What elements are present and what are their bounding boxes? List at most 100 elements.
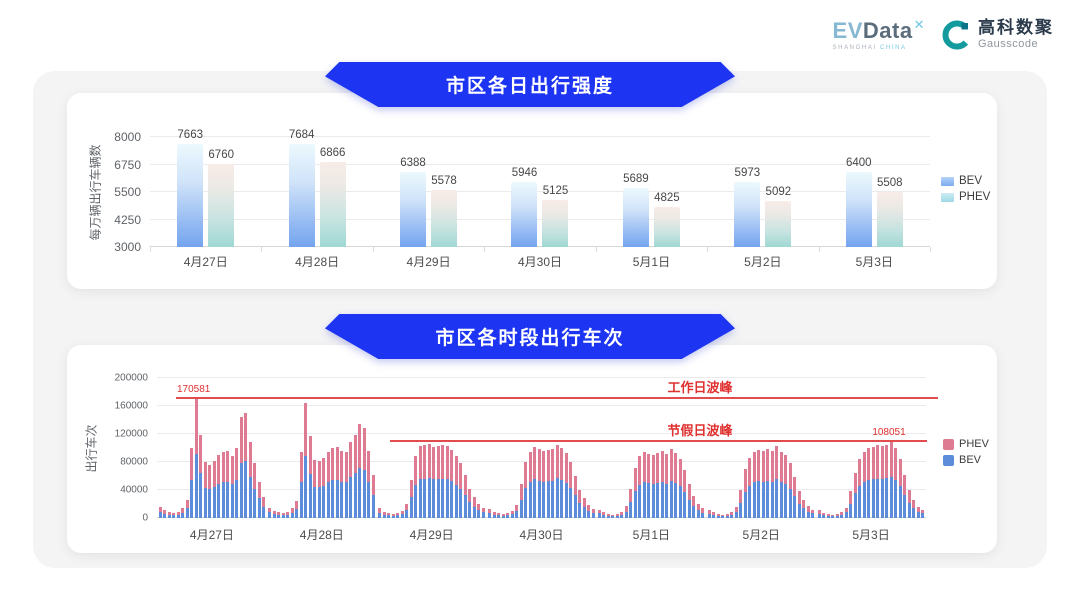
hourly-bar bbox=[226, 450, 229, 518]
phev-segment bbox=[642, 452, 646, 483]
gridline bbox=[157, 405, 926, 406]
bev-segment bbox=[555, 478, 559, 518]
bev-segment bbox=[454, 484, 458, 518]
hourly-bar bbox=[533, 446, 537, 518]
bev-segment bbox=[831, 516, 835, 518]
phev-segment bbox=[528, 451, 532, 483]
bev-segment bbox=[692, 505, 696, 518]
bev-segment bbox=[721, 516, 725, 518]
hourly-bar bbox=[779, 451, 783, 519]
bev-segment bbox=[382, 514, 386, 518]
x-axis-tick bbox=[595, 247, 597, 252]
gausscode-en-name: Gausscode bbox=[978, 37, 1039, 50]
bev-segment bbox=[826, 515, 830, 518]
gridline bbox=[150, 191, 930, 192]
bev-segment bbox=[766, 480, 770, 518]
phev-segment bbox=[463, 474, 467, 495]
phev-segment bbox=[633, 467, 637, 491]
phev-segment bbox=[597, 509, 601, 514]
bev-segment bbox=[313, 486, 317, 518]
legend-item-bev: BEV bbox=[943, 454, 989, 466]
bev-segment bbox=[194, 453, 198, 518]
bev-segment bbox=[907, 502, 911, 518]
phev-segment bbox=[921, 509, 925, 514]
daily-legend: BEV PHEV bbox=[941, 175, 990, 207]
hourly-bar bbox=[871, 446, 875, 518]
phev-segment bbox=[880, 445, 884, 480]
hourly-bar bbox=[898, 458, 902, 519]
bar-value-label: 6400 bbox=[845, 157, 872, 170]
bev-segment bbox=[396, 515, 400, 518]
bev-segment bbox=[862, 482, 866, 518]
phev-segment bbox=[862, 451, 866, 483]
bev-segment bbox=[221, 482, 225, 518]
bar-value-label: 5508 bbox=[876, 176, 903, 189]
bev-segment bbox=[660, 481, 664, 518]
hourly-bar bbox=[423, 445, 427, 518]
hourly-bar bbox=[564, 452, 568, 518]
bev-segment bbox=[817, 513, 821, 518]
phev-bar bbox=[319, 161, 346, 247]
gridline bbox=[150, 218, 930, 220]
bar-value-label: 6760 bbox=[208, 149, 234, 162]
workday_peak-label: 工作日波峰 bbox=[667, 379, 733, 395]
phev-segment bbox=[396, 513, 400, 516]
hourly-bar bbox=[277, 512, 281, 518]
phev-segment bbox=[889, 442, 893, 478]
phev-segment bbox=[450, 450, 454, 482]
phev-bar bbox=[765, 200, 792, 247]
hourly-bar bbox=[295, 501, 299, 518]
bev-segment bbox=[492, 514, 496, 518]
phev-segment bbox=[853, 472, 857, 494]
y-tick-label: 3000 bbox=[114, 240, 141, 254]
hourly-bar bbox=[349, 442, 353, 518]
bev-segment bbox=[752, 482, 756, 518]
hourly-bar bbox=[391, 513, 395, 518]
phev-segment bbox=[582, 498, 586, 508]
bev-segment bbox=[793, 496, 797, 518]
hourly-bar bbox=[290, 508, 294, 518]
phev-segment bbox=[217, 455, 220, 484]
hourly-bar bbox=[501, 513, 505, 518]
bar-value-label: 7663 bbox=[177, 129, 203, 142]
hourly-bar bbox=[730, 511, 734, 518]
bev-segment bbox=[317, 487, 321, 518]
hourly-bar bbox=[515, 504, 519, 518]
hourly-bar bbox=[633, 467, 637, 518]
gridline bbox=[157, 461, 926, 462]
hourly-bar bbox=[876, 445, 880, 518]
bev-segment bbox=[304, 455, 308, 518]
phev-segment bbox=[831, 514, 835, 517]
hourly-bar bbox=[208, 464, 211, 518]
hourly-bar bbox=[268, 507, 272, 519]
hourly-bar bbox=[642, 452, 646, 518]
hourly-bar bbox=[317, 461, 321, 518]
hourly-bar bbox=[775, 445, 779, 518]
evdata-logo-text: EVData✕ bbox=[832, 17, 925, 43]
bev-segment bbox=[158, 511, 162, 518]
hourly-bar bbox=[788, 463, 792, 518]
bev-segment bbox=[409, 497, 413, 518]
phev-segment bbox=[624, 506, 628, 512]
phev-segment bbox=[414, 456, 418, 485]
phev-segment bbox=[349, 442, 353, 478]
hourly-bar bbox=[506, 513, 510, 518]
bev-segment bbox=[277, 514, 281, 518]
bev-segment bbox=[244, 461, 247, 518]
phev-segment bbox=[226, 450, 229, 482]
phev-segment bbox=[387, 513, 391, 516]
x-axis-label: 5月3日 bbox=[852, 528, 890, 542]
hourly-bar bbox=[615, 513, 619, 518]
hourly-bar bbox=[239, 416, 243, 519]
phev-segment bbox=[244, 413, 247, 462]
bev-segment bbox=[739, 502, 743, 518]
phev-segment bbox=[822, 513, 826, 516]
y-tick-label: 5500 bbox=[114, 185, 141, 199]
bev-segment bbox=[506, 515, 510, 518]
hourly-bar bbox=[784, 455, 788, 518]
phev-bar bbox=[653, 206, 680, 247]
phev-segment bbox=[840, 512, 844, 515]
hourly-bar bbox=[840, 512, 844, 518]
hourly-bar bbox=[624, 506, 628, 518]
phev-segment bbox=[696, 504, 700, 511]
